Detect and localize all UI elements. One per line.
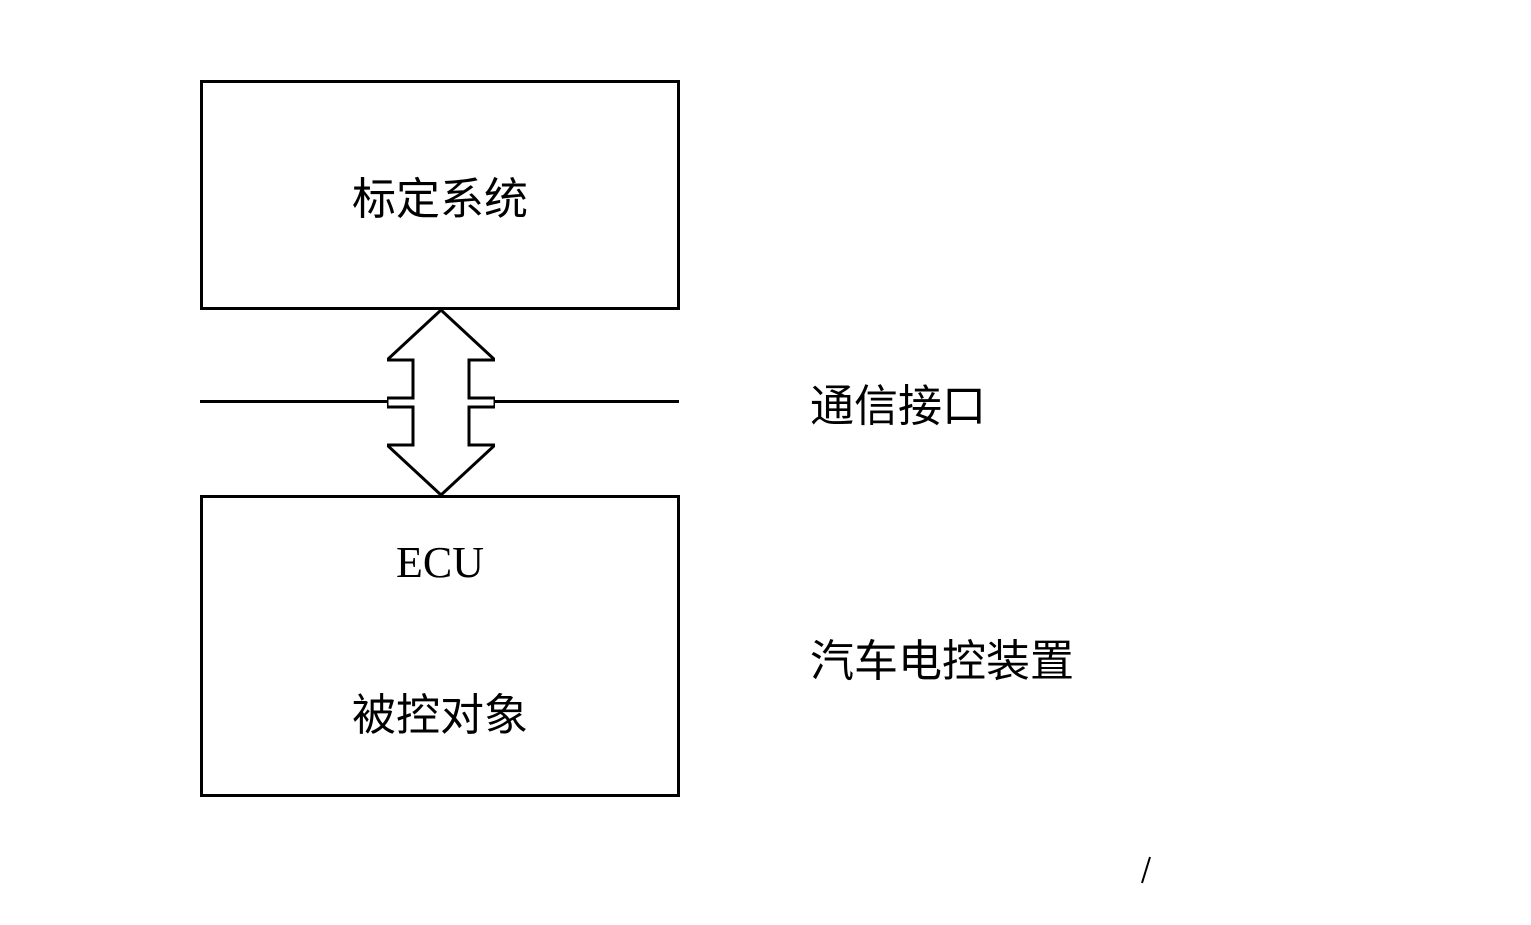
bus-line-left bbox=[200, 400, 387, 403]
calibration-system-box: 标定系统 bbox=[200, 80, 680, 310]
bidirectional-arrow bbox=[387, 310, 495, 495]
device-label: 汽车电控装置 bbox=[810, 625, 1074, 689]
bus-line-right bbox=[495, 400, 679, 403]
calibration-system-label: 标定系统 bbox=[352, 163, 528, 227]
interface-label: 通信接口 bbox=[810, 370, 986, 434]
tick-mark bbox=[1140, 855, 1170, 885]
ecu-label: ECU bbox=[396, 537, 484, 588]
block-diagram: 标定系统 ECU 被控对象 通信接口 汽车电控装置 bbox=[190, 70, 1290, 920]
ecu-box: ECU bbox=[200, 495, 680, 630]
controlled-object-box: 被控对象 bbox=[200, 627, 680, 797]
controlled-object-label: 被控对象 bbox=[352, 679, 528, 743]
